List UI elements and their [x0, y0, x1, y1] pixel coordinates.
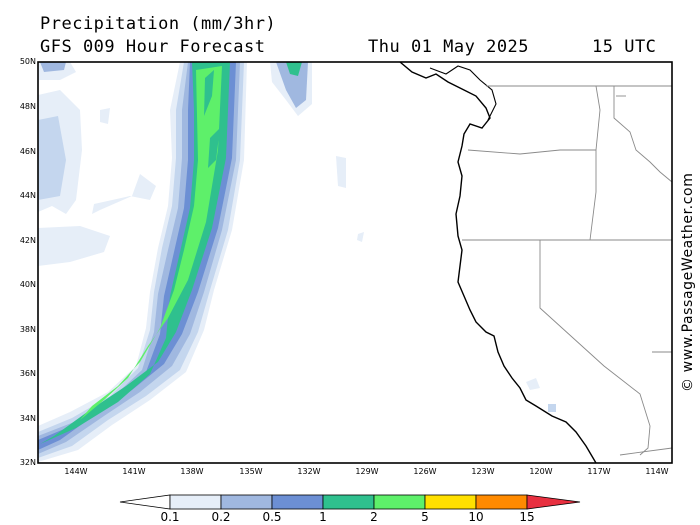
colorbar-bin-2 [373, 494, 426, 510]
lat-label-36n: 36N [19, 369, 36, 378]
precip-band-0.1 [38, 226, 110, 266]
lat-label-32n: 32N [19, 458, 36, 467]
precip-band-2 [208, 128, 220, 168]
lat-label-46n: 46N [19, 147, 36, 156]
lon-label-117w: 117W [587, 467, 611, 476]
lon-label-126w: 126W [413, 467, 437, 476]
colorbar-bin-5 [424, 494, 477, 510]
legend-label-5: 5 [421, 510, 429, 524]
legend-label-0.2: 0.2 [211, 510, 231, 524]
lon-label-135w: 135W [239, 467, 263, 476]
lat-label-50n: 50N [19, 57, 36, 66]
map-title: Precipitation (mm/3hr) [40, 14, 277, 34]
precip-band-0.1 [336, 156, 346, 188]
lon-label-144w: 144W [64, 467, 88, 476]
lon-label-141w: 141W [122, 467, 146, 476]
lon-label-123w: 123W [471, 467, 495, 476]
lat-label-48n: 48N [19, 102, 36, 111]
colorbar-bin-1 [322, 494, 375, 510]
lon-label-129w: 129W [355, 467, 379, 476]
lat-label-34n: 34N [19, 414, 36, 423]
precip-band-0.2 [548, 404, 556, 412]
precip-band-2 [286, 62, 302, 76]
lat-label-44n: 44N [19, 191, 36, 200]
lon-label-120w: 120W [529, 467, 553, 476]
credit-text: © www.PassageWeather.com [680, 172, 696, 392]
precip-band-0.1 [92, 174, 156, 214]
lat-label-42n: 42N [19, 236, 36, 245]
forecast-date: Thu 01 May 2025 [368, 37, 530, 57]
coastline [399, 61, 597, 464]
legend-label-15: 15 [519, 510, 535, 524]
precipitation-bands [38, 62, 556, 462]
precip-band-0.1 [526, 378, 540, 390]
precip-band-2 [204, 70, 214, 116]
legend-label-0.1: 0.1 [160, 510, 180, 524]
map-frame [37, 61, 673, 464]
precip-band-0.2 [38, 116, 66, 200]
precip-band-0.1 [100, 108, 110, 124]
forecast-subtitle: GFS 009 Hour Forecast [40, 37, 266, 57]
colorbar [119, 494, 581, 510]
legend-label-0.5: 0.5 [262, 510, 282, 524]
colorbar-bin-10 [475, 494, 528, 510]
colorbar-bin-0.5 [271, 494, 324, 510]
legend-label-10: 10 [468, 510, 484, 524]
lon-label-138w: 138W [180, 467, 204, 476]
legend-label-1: 1 [319, 510, 327, 524]
forecast-time: 15 UTC [592, 37, 657, 57]
precip-band-0.5 [276, 62, 308, 108]
coastline [429, 65, 497, 121]
state-borders [462, 85, 673, 456]
lon-label-132w: 132W [297, 467, 321, 476]
colorbar-low-arrow [119, 494, 171, 510]
precip-band-0.1 [357, 232, 364, 242]
precip-band-0.5 [40, 62, 66, 72]
lon-label-114w: 114W [645, 467, 669, 476]
lat-label-38n: 38N [19, 325, 36, 334]
lat-label-40n: 40N [19, 280, 36, 289]
colorbar-bin-0.1 [169, 494, 222, 510]
legend-label-2: 2 [370, 510, 378, 524]
colorbar-high-arrow [526, 494, 581, 510]
colorbar-bin-0.2 [220, 494, 273, 510]
